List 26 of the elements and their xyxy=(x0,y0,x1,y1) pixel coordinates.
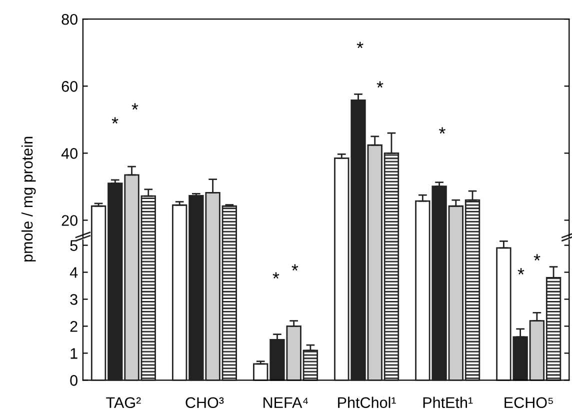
annotation: * xyxy=(292,264,298,271)
x-tick-label: TAG² xyxy=(106,397,141,408)
y-tick-label: 80 xyxy=(62,14,78,25)
y-tick-label: 40 xyxy=(61,148,78,159)
annotation: * xyxy=(518,268,524,275)
x-tick-label: PhtEth¹ xyxy=(423,396,473,408)
y-tick-label: 60 xyxy=(62,80,78,92)
y-tick-label: 2 xyxy=(70,321,78,332)
x-tick-label: NEFA⁴ xyxy=(264,397,308,408)
annotation: * xyxy=(439,127,446,134)
annotation: * xyxy=(272,272,280,279)
y-tick-label: 20 xyxy=(62,215,78,226)
y-tick-label: 5 xyxy=(70,240,78,251)
y-tick-label: 0 xyxy=(70,375,78,386)
y-tick-label: 1 xyxy=(70,348,78,359)
x-tick-label: PhtChol¹ xyxy=(338,396,396,408)
annotation: * xyxy=(132,103,138,110)
x-tick-label: ECHO⁵ xyxy=(504,397,553,408)
annotation: * xyxy=(356,42,364,48)
y-tick-label: 4 xyxy=(70,267,78,278)
annotation: * xyxy=(376,81,384,88)
x-tick-label: CHO³ xyxy=(186,397,224,408)
y-tick-label: 3 xyxy=(70,294,78,305)
annotation: * xyxy=(534,254,540,260)
annotation: * xyxy=(112,117,118,124)
y-axis-title: pmole / mg protein xyxy=(21,136,36,262)
